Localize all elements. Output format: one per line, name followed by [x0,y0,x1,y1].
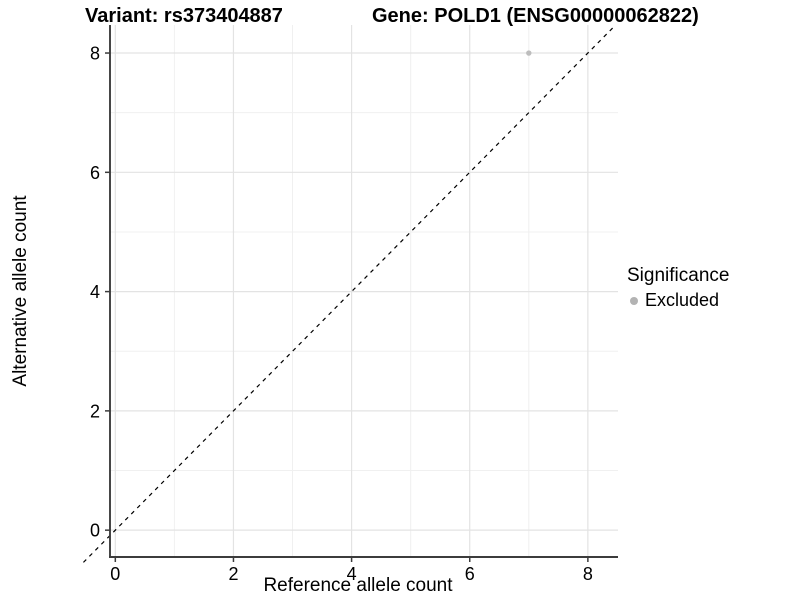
data-point [526,50,532,56]
x-axis-title: Reference allele count [263,575,453,596]
y-axis-title: Alternative allele count [10,195,31,387]
x-tick-label: 6 [465,564,475,584]
y-tick-label: 0 [90,521,100,541]
legend-item-excluded: Excluded [627,290,729,311]
legend-title: Significance [627,265,730,286]
legend: Significance Excluded [627,265,729,311]
x-tick-label: 4 [347,564,357,584]
y-tick-label: 6 [90,163,100,183]
y-tick-label: 2 [90,401,100,421]
identity-line [82,24,617,563]
y-tick-label: 4 [90,282,100,302]
x-tick-label: 0 [110,564,120,584]
legend-point-swatch [630,296,638,305]
plot-title-variant: Variant: rs373404887 [85,5,283,27]
plot-title-gene: Gene: POLD1 (ENSG00000062822) [372,5,699,27]
y-tick-label: 8 [90,44,100,64]
x-tick-label: 8 [583,564,593,584]
legend-item-label: Excluded [645,290,720,310]
x-tick-label: 2 [228,564,238,584]
